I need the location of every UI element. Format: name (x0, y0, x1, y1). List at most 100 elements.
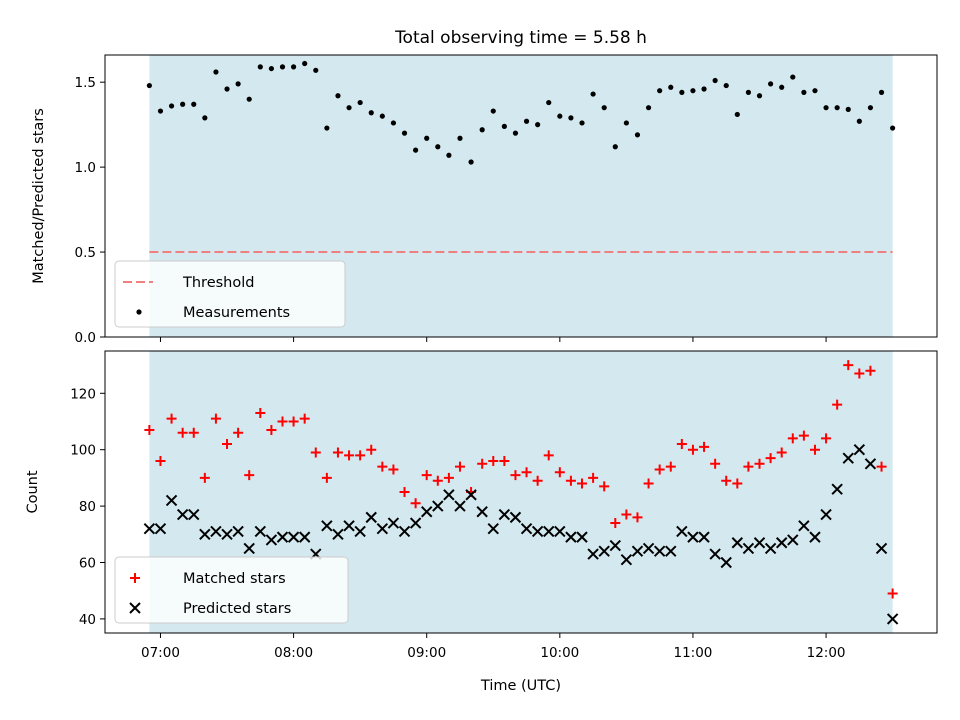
ratio-point (213, 69, 219, 75)
predicted-point (265, 534, 278, 546)
matched-point (543, 450, 554, 461)
ratio-point (623, 120, 629, 126)
matched-point (765, 453, 776, 464)
predicted-point (864, 458, 877, 470)
matched-point (299, 413, 310, 424)
matched-point (554, 467, 565, 478)
predicted-point (243, 542, 255, 555)
predicted-point (543, 525, 555, 538)
x-tick-label: 09:00 (407, 645, 446, 661)
ratio-point (535, 122, 541, 128)
predicted-point (420, 506, 433, 518)
matched-point (710, 458, 721, 469)
matched-point (332, 447, 343, 458)
matched-point (854, 368, 865, 379)
predicted-point (620, 553, 633, 566)
predicted-point (820, 508, 832, 521)
matched-point (699, 441, 710, 452)
legend-label: Threshold (182, 275, 254, 291)
predicted-point (287, 531, 300, 543)
ratio-point (790, 74, 796, 80)
matched-point (344, 450, 355, 461)
ratio-point (878, 89, 885, 95)
matched-point (610, 518, 621, 529)
ratio-point (723, 82, 729, 89)
x-tick-label: 07:00 (141, 645, 180, 661)
ratio-point (224, 86, 230, 92)
predicted-point (254, 525, 267, 538)
predicted-point (165, 494, 178, 507)
x-tick-label: 08:00 (274, 645, 313, 661)
matched-point (632, 512, 643, 523)
count-y-axis-label: Count (25, 470, 41, 513)
predicted-point (143, 522, 156, 535)
x-tick-label: 11:00 (673, 645, 712, 661)
ratio-point (645, 105, 652, 111)
predicted-point (753, 537, 766, 549)
count-y-tick-label: 100 (70, 443, 96, 459)
predicted-point (365, 511, 377, 524)
predicted-point (232, 525, 244, 538)
matched-point (821, 433, 832, 444)
legend-measurement-swatch (136, 309, 142, 315)
ratio-point (679, 89, 685, 95)
matched-point (277, 416, 288, 427)
matched-point (399, 487, 410, 497)
x-tick-label: 10:00 (540, 645, 579, 661)
predicted-point (409, 517, 422, 529)
matched-point (599, 481, 610, 492)
ratio-axes-frame (104, 54, 938, 338)
predicted-point (376, 522, 389, 535)
predicted-point (554, 525, 566, 538)
matched-point (676, 439, 687, 450)
legend-predicted-swatch (129, 602, 141, 614)
matched-point (366, 444, 377, 455)
matched-point (255, 408, 266, 419)
predicted-point (665, 545, 677, 557)
predicted-point (687, 531, 699, 543)
matched-point (488, 455, 499, 466)
matched-point (244, 470, 255, 481)
matched-point (166, 413, 177, 424)
predicted-point (531, 525, 544, 538)
chart-title: Total observing time = 5.58 h (394, 28, 647, 48)
ratio-point (457, 135, 463, 141)
predicted-point (698, 531, 710, 543)
predicted-point (476, 506, 488, 518)
predicted-point (775, 537, 788, 549)
ratio-panel: 0.0 0.5 1.0 1.5 Threshold Measurements Matche… (31, 54, 938, 346)
ratio-point (279, 64, 286, 70)
matched-point (732, 478, 743, 489)
predicted-point (742, 542, 755, 555)
predicted-point (432, 500, 444, 512)
legend-matched-swatch (130, 573, 140, 583)
matched-point (843, 360, 854, 371)
ratio-point (856, 118, 862, 124)
ratio-point (501, 123, 507, 129)
predicted-point (443, 489, 455, 501)
predicted-point (398, 525, 411, 538)
matched-point (665, 461, 676, 472)
ratio-y-tick-label: 1.0 (75, 160, 96, 176)
matched-point (410, 498, 421, 509)
count-legend: Matched stars Predicted stars (114, 556, 349, 624)
matched-point (743, 461, 754, 472)
predicted-point (676, 525, 688, 538)
matched-point (499, 455, 510, 466)
matched-point (443, 472, 454, 483)
matched-point (588, 472, 599, 483)
count-y-tick-label: 40 (79, 612, 96, 628)
ratio-point (612, 144, 618, 150)
predicted-point (188, 508, 200, 521)
legend-label: Measurements (183, 305, 290, 321)
ratio-point (368, 110, 374, 116)
ratio-point (401, 130, 408, 136)
count-y-tick-label: 60 (79, 556, 96, 572)
ratio-point (779, 84, 785, 90)
predicted-point (354, 525, 366, 538)
ratio-point (379, 113, 385, 119)
ratio-point (890, 125, 896, 131)
ratio-point (690, 88, 696, 94)
matched-point (865, 365, 876, 376)
ratio-point (180, 101, 186, 107)
